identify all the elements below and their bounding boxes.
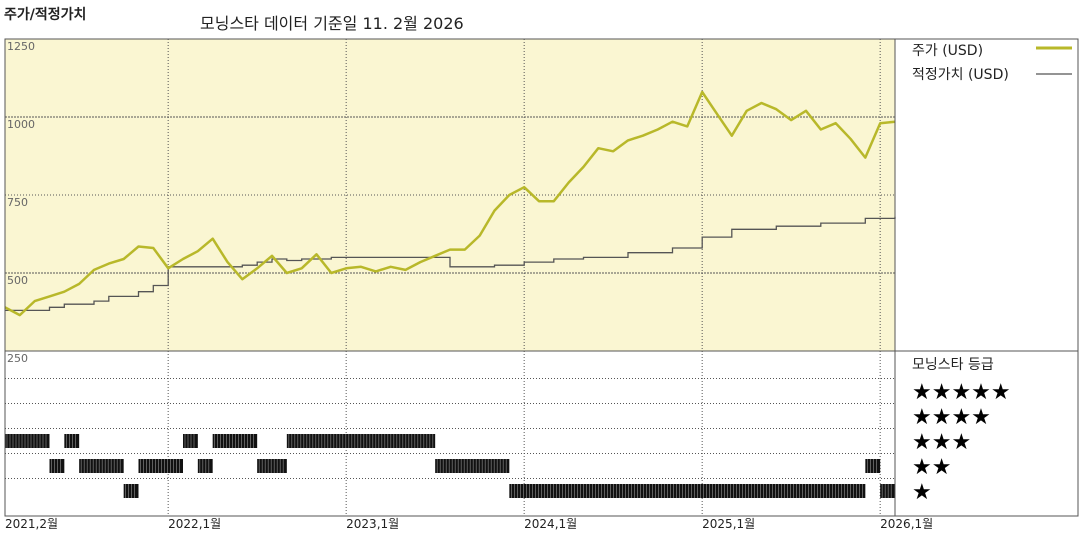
x-tick-labels: 2021,2월 2022,1월 2023,1월 2024,1월 2025,1월 2026,… (5, 517, 933, 531)
x-tick-label: 2021,2월 (5, 517, 58, 531)
rating-bar-2-star (79, 459, 124, 473)
fair-value-line (5, 216, 896, 312)
rating-bar-2-star (257, 459, 287, 473)
price-line (4, 90, 896, 317)
rating-bar-3-star (64, 434, 80, 448)
legend-fair-label: 적정가치 (USD) (912, 67, 1009, 83)
grid-lines (5, 39, 895, 516)
rating-bar-3-star (183, 434, 198, 448)
rating-bar-1-star (509, 484, 866, 498)
rating-bar-2-star (138, 459, 183, 473)
rating-legend: 모닝스타 등급★★★★★★★★★★★★★★★ (912, 357, 1011, 505)
rating-legend-stars: ★★★★ (912, 405, 991, 430)
rating-legend-stars: ★★ (912, 455, 951, 480)
y-tick-labels: 250 500 750 1000 1250 (7, 40, 35, 365)
x-tick-label: 2024,1월 (524, 517, 577, 531)
outer-frame (4, 38, 1079, 517)
rating-bar-3-star (5, 434, 50, 448)
rating-bar-2-star (49, 459, 65, 473)
x-tick-label: 2022,1월 (168, 517, 221, 531)
x-tick-label: 2026,1월 (880, 517, 933, 531)
y-tick-label: 1250 (7, 40, 35, 53)
rating-bar-fill (435, 459, 510, 473)
x-tick-label: 2025,1월 (702, 517, 755, 531)
y-tick-label: 500 (7, 274, 28, 287)
rating-bar-2-star (197, 459, 213, 473)
rating-bar-3-star (286, 434, 436, 448)
legend: 주가 (USD) 적정가치 (USD) (912, 43, 1072, 83)
chart-label: 주가/적정가치 (4, 7, 87, 23)
rating-legend-title: 모닝스타 등급 (912, 357, 994, 373)
y-tick-label: 1000 (7, 118, 35, 131)
rating-bar-fill (257, 459, 287, 473)
chart-subtitle: 모닝스타 데이터 기준일 11. 2월 2026 (200, 14, 464, 33)
rating-legend-stars: ★★★ (912, 430, 971, 455)
rating-legend-stars: ★★★★★ (912, 380, 1011, 405)
rating-bar-2-star (435, 459, 510, 473)
chart-frame (4, 38, 1079, 517)
y-tick-label: 250 (7, 352, 28, 365)
rating-bar-1-star (880, 484, 895, 498)
rating-bar-2-star (865, 459, 881, 473)
legend-price-label: 주가 (USD) (912, 43, 983, 59)
rating-bar-fill (509, 484, 866, 498)
x-tick-label: 2023,1월 (346, 517, 399, 531)
rating-bars (5, 434, 895, 498)
rating-bar-1-star (123, 484, 139, 498)
y-tick-label: 750 (7, 196, 28, 209)
rating-legend-stars: ★ (912, 480, 932, 505)
rating-bar-3-star (212, 434, 258, 448)
